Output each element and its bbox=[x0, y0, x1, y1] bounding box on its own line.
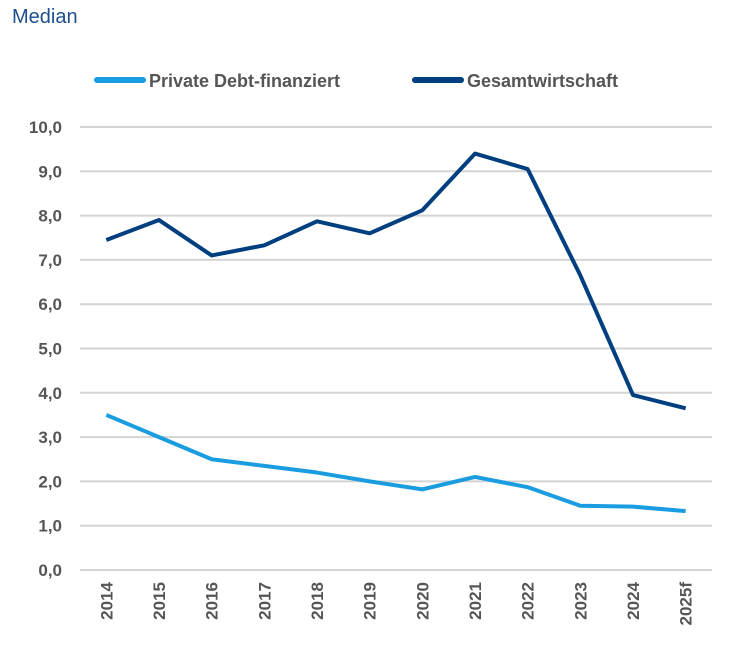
y-tick-label: 0,0 bbox=[38, 561, 62, 580]
x-tick-label: 2018 bbox=[308, 582, 327, 620]
y-tick-label: 10,0 bbox=[29, 118, 62, 137]
y-tick-label: 3,0 bbox=[38, 428, 62, 447]
x-tick-label: 2020 bbox=[413, 582, 432, 620]
x-tick-label: 2014 bbox=[97, 581, 116, 619]
y-tick-label: 5,0 bbox=[38, 340, 62, 359]
chart-title: Median bbox=[12, 6, 78, 28]
x-tick-label: 2025f bbox=[677, 582, 696, 626]
legend-label: Gesamtwirtschaft bbox=[467, 71, 618, 91]
legend-label: Private Debt-finanziert bbox=[149, 71, 340, 91]
y-tick-label: 8,0 bbox=[38, 207, 62, 226]
y-tick-label: 9,0 bbox=[38, 162, 62, 181]
y-tick-label: 4,0 bbox=[38, 384, 62, 403]
y-tick-label: 6,0 bbox=[38, 295, 62, 314]
series-line bbox=[105, 413, 686, 514]
x-tick-label: 2022 bbox=[519, 582, 538, 620]
y-tick-label: 1,0 bbox=[38, 517, 62, 536]
x-tick-label: 2019 bbox=[361, 582, 380, 620]
y-tick-label: 7,0 bbox=[38, 251, 62, 270]
x-tick-label: 2015 bbox=[150, 582, 169, 620]
x-tick-label: 2024 bbox=[624, 581, 643, 619]
x-tick-label: 2016 bbox=[203, 582, 222, 620]
y-tick-label: 2,0 bbox=[38, 472, 62, 491]
x-tick-label: 2017 bbox=[255, 582, 274, 620]
x-tick-label: 2023 bbox=[571, 582, 590, 620]
series-line bbox=[105, 151, 687, 411]
x-tick-label: 2021 bbox=[466, 582, 485, 620]
